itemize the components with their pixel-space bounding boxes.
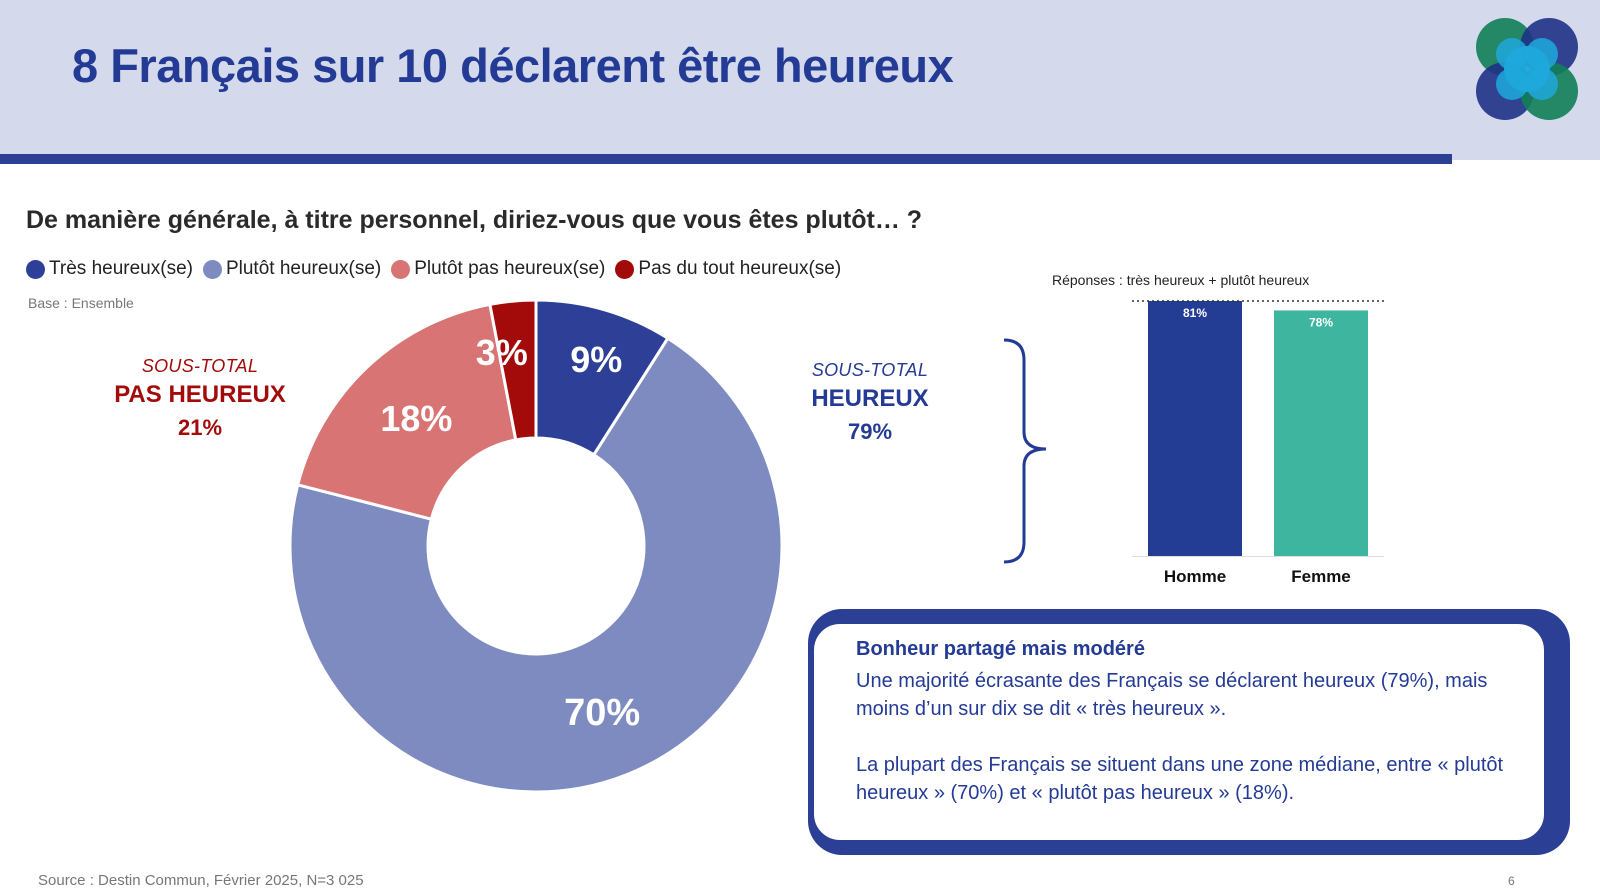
donut-slice-label: 3% xyxy=(476,332,528,373)
insight-box: Bonheur partagé mais modéré Une majorité… xyxy=(810,620,1548,844)
header-corner xyxy=(1452,160,1600,164)
donut-legend: Très heureux(se) Plutôt heureux(se) Plut… xyxy=(26,258,851,280)
bar-value-label: 78% xyxy=(1309,315,1333,329)
bar-value-label: 81% xyxy=(1183,306,1207,320)
legend-swatch xyxy=(26,259,45,279)
legend-item: Plutôt pas heureux(se) xyxy=(391,258,605,280)
subtotal-heureux: SOUS-TOTAL HEUREUX 79% xyxy=(770,360,970,445)
legend-swatch xyxy=(202,259,222,279)
legend-swatch xyxy=(615,259,635,279)
subtotal-caption: SOUS-TOTAL xyxy=(811,360,929,380)
bar-chart: 81% Homme 78% Femme xyxy=(1132,300,1384,586)
subtotal-label: PAS HEUREUX xyxy=(114,381,286,408)
legend-item: Pas du tout heureux(se) xyxy=(615,258,841,280)
donut-slice-label: 18% xyxy=(380,398,452,439)
bar xyxy=(1274,310,1368,556)
legend-item: Plutôt heureux(se) xyxy=(202,258,382,280)
page-number: 6 xyxy=(1508,874,1515,888)
subtotal-pas-heureux: SOUS-TOTAL PAS HEUREUX 21% xyxy=(90,356,310,441)
bar-category-label: Homme xyxy=(1164,567,1226,586)
curly-brace-icon xyxy=(1003,338,1047,564)
legend-label: Très heureux(se) xyxy=(49,258,193,279)
donut-slice-label: 9% xyxy=(570,339,622,380)
survey-question: De manière générale, à titre personnel, … xyxy=(26,206,923,234)
subtotal-value: 21% xyxy=(177,415,223,440)
legend-item: Très heureux(se) xyxy=(26,258,193,280)
bar-chart-title: Réponses : très heureux + plutôt heureux xyxy=(1052,272,1310,288)
legend-label: Plutôt heureux(se) xyxy=(225,258,382,279)
source-note: Source : Destin Commun, Février 2025, N=… xyxy=(38,872,364,889)
insight-title: Bonheur partagé mais modéré xyxy=(856,638,1145,660)
insight-paragraph: Une majorité écrasante des Français se d… xyxy=(856,670,1488,720)
legend-swatch xyxy=(391,259,411,279)
bar-category-label: Femme xyxy=(1291,567,1351,586)
legend-label: Pas du tout heureux(se) xyxy=(638,258,842,279)
donut-slice xyxy=(488,298,538,442)
header-band xyxy=(0,0,1600,160)
donut-slice xyxy=(295,302,518,521)
donut-slice-label: 70% xyxy=(564,692,640,734)
subtotal-caption: SOUS-TOTAL xyxy=(141,356,259,376)
donut-slice xyxy=(288,336,784,794)
brand-logo-icon xyxy=(1476,18,1578,120)
subtotal-label: HEUREUX xyxy=(811,385,929,412)
legend-label: Plutôt pas heureux(se) xyxy=(414,258,606,279)
insight-paragraph: La plupart des Français se situent dans … xyxy=(856,754,1504,804)
subtotal-value: 79% xyxy=(847,419,893,444)
base-note: Base : Ensemble xyxy=(28,295,134,311)
header-rule xyxy=(0,154,1452,164)
bar xyxy=(1148,301,1242,556)
page-title: 8 Français sur 10 déclarent être heureux xyxy=(72,39,954,92)
